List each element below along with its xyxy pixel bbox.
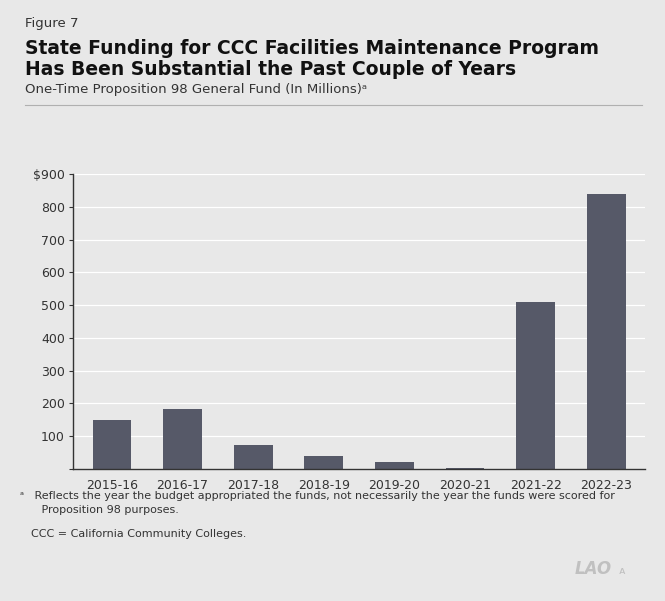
Text: Figure 7: Figure 7 <box>25 17 78 30</box>
Bar <box>305 456 343 469</box>
Text: LAO: LAO <box>575 560 612 578</box>
Text: ᵃ: ᵃ <box>20 491 24 501</box>
Bar <box>446 468 484 469</box>
Text: ᴀ: ᴀ <box>618 566 625 576</box>
Bar <box>234 445 273 469</box>
Text: Has Been Substantial the Past Couple of Years: Has Been Substantial the Past Couple of … <box>25 60 517 79</box>
Bar <box>163 409 202 469</box>
Bar <box>516 302 555 469</box>
Bar <box>375 462 414 469</box>
Bar <box>92 420 132 469</box>
Text: State Funding for CCC Facilities Maintenance Program: State Funding for CCC Facilities Mainten… <box>25 39 599 58</box>
Bar <box>587 194 626 469</box>
Text: One-Time Proposition 98 General Fund (In Millions)ᵃ: One-Time Proposition 98 General Fund (In… <box>25 83 367 96</box>
Text: Reflects the year the budget appropriated the funds, not necessarily the year th: Reflects the year the budget appropriate… <box>31 491 615 515</box>
Text: CCC = California Community Colleges.: CCC = California Community Colleges. <box>31 529 247 539</box>
